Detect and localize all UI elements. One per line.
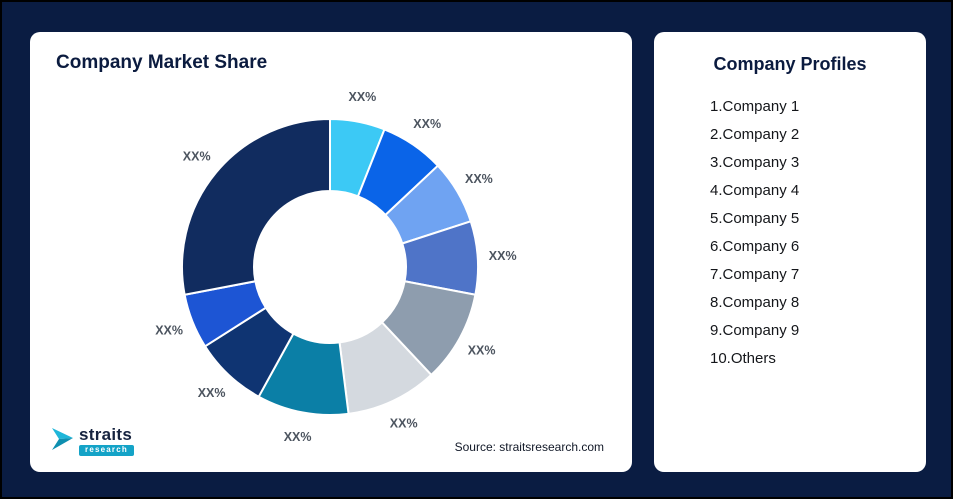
segment-value-label: XX% [465, 172, 493, 186]
company-list-item: 2.Company 2 [710, 126, 800, 143]
company-list-item: 4.Company 4 [710, 182, 800, 199]
profiles-title: Company Profiles [713, 54, 867, 74]
logo-sub-badge: research [79, 445, 134, 456]
source-text: Source: straitsresearch.com [454, 440, 604, 454]
segment-value-label: XX% [413, 117, 441, 131]
market-share-card: Company Market Share XX% XX% XX% XX% XX% XX% X… [30, 32, 632, 472]
chart-title: Company Market Share [56, 52, 268, 73]
segment-value-label: XX% [155, 324, 183, 338]
segment-value-label: XX% [349, 90, 377, 104]
donut-segment-others [181, 118, 331, 296]
company-list-item: 9.Company 9 [710, 322, 800, 339]
donut-chart: XX% XX% XX% XX% XX% XX% XX% XX% XX% XX% [155, 90, 517, 444]
segment-value-label: XX% [489, 249, 517, 263]
segment-value-label: XX% [468, 343, 496, 357]
logo-wordmark: straits [79, 425, 133, 444]
company-list-item: 6.Company 6 [710, 238, 800, 255]
segment-value-label: XX% [198, 386, 226, 400]
straits-logo: straits research [50, 426, 134, 456]
company-list-item: 3.Company 3 [710, 154, 800, 171]
segment-value-label: XX% [183, 150, 211, 164]
company-list-item: 10.Others [710, 350, 776, 367]
straits-logo-icon [52, 428, 73, 450]
segment-value-label: XX% [284, 430, 312, 444]
company-profiles-card: Company Profiles 1.Company 1 2.Company 2 3… [654, 32, 926, 472]
company-list-item: 1.Company 1 [710, 98, 800, 115]
company-list-item: 5.Company 5 [710, 210, 800, 227]
logo-text: straits research [79, 426, 134, 456]
profiles-list: 1.Company 1 2.Company 2 3.Company 3 4.Compa… [654, 75, 926, 373]
segment-value-label: XX% [390, 417, 418, 431]
company-list-item: 8.Company 8 [710, 294, 800, 311]
company-list-item: 7.Company 7 [710, 266, 800, 283]
